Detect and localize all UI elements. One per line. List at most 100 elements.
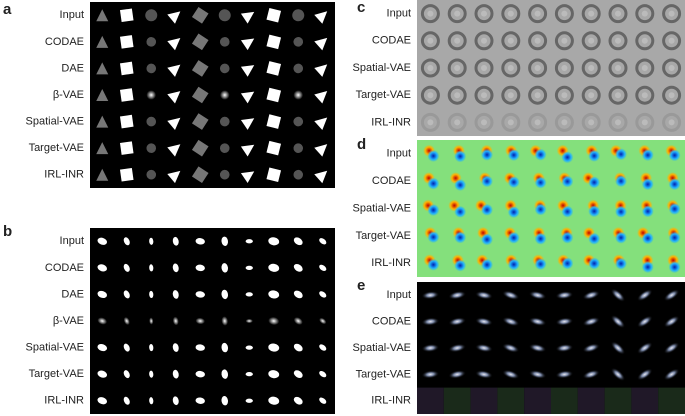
square [191,166,209,184]
sample [96,35,109,48]
blob [268,396,280,405]
galaxy [475,370,493,379]
blob [97,264,108,272]
disc [146,116,157,127]
sample [172,343,179,352]
galaxy [663,315,680,328]
particle [528,31,548,51]
galaxy [637,315,653,328]
cold [668,178,681,191]
row-label: Target-VAE [356,89,411,101]
disc [146,37,157,47]
blob [293,290,303,299]
triangle [314,170,328,184]
galaxy [421,343,440,353]
sample [123,237,130,246]
disc [219,63,230,74]
galaxy [663,289,680,302]
galaxy [637,341,653,355]
sample [245,239,253,244]
sample [97,343,108,352]
particle-core [534,92,541,99]
particle-core [454,65,461,71]
square [119,114,134,129]
blob [268,237,280,246]
cold [561,175,574,188]
particle [420,31,440,51]
sample [240,118,255,130]
cold [534,258,547,271]
sample [119,141,134,155]
cold [507,176,520,189]
blob [97,343,108,352]
blob [245,345,253,350]
row-label: Spatial-VAE [353,62,412,74]
sample [266,61,282,76]
blob [149,370,154,378]
particle-core [561,92,568,99]
sample [195,317,205,325]
sample [172,369,179,379]
sample [319,264,327,272]
blob [195,264,205,272]
particle [608,112,628,132]
disc [219,116,230,127]
galaxy [582,343,600,353]
sample [319,370,327,378]
cold [481,203,493,216]
triangle [314,117,328,131]
blob [149,290,154,298]
triangle [167,64,181,77]
particle [474,85,494,105]
sample [240,65,255,77]
panel-letter: b [3,223,12,240]
particle [635,85,655,105]
particle [554,4,574,24]
sample [314,144,328,157]
sample [96,142,109,155]
particle [662,58,682,78]
square [119,88,134,102]
particle [554,58,574,78]
galaxy [528,370,547,379]
row-label: CODAE [372,316,411,328]
particle [447,4,467,24]
particle [662,4,682,24]
triangle [167,170,181,184]
galaxy [610,341,626,355]
row-label: Target-VAE [356,230,411,242]
triangle [314,144,328,157]
particle-core [454,92,461,99]
particle [528,58,548,78]
cold [561,231,574,244]
blob [221,289,229,300]
cold [561,257,574,270]
particle-core [588,92,595,99]
disc [293,169,304,180]
sample [119,114,134,129]
cold [641,261,654,274]
triangle [314,37,328,51]
sample [96,62,109,75]
blob [268,370,280,379]
galaxy [555,291,574,300]
blob [221,263,229,273]
cold [507,231,520,244]
particle-core [507,37,514,44]
row-label: Input [60,235,84,247]
square [266,87,282,103]
galaxy [582,369,600,380]
galaxy [502,290,520,300]
cold [427,231,440,244]
particle [528,4,548,24]
particle-core [668,37,675,44]
sample [266,167,282,182]
cold [615,231,627,244]
blob [97,290,108,299]
sample [123,370,130,379]
sample [123,343,130,352]
particle-core [427,92,434,99]
particle-core [507,92,514,99]
particle-core [481,10,487,17]
galaxy [637,289,653,302]
